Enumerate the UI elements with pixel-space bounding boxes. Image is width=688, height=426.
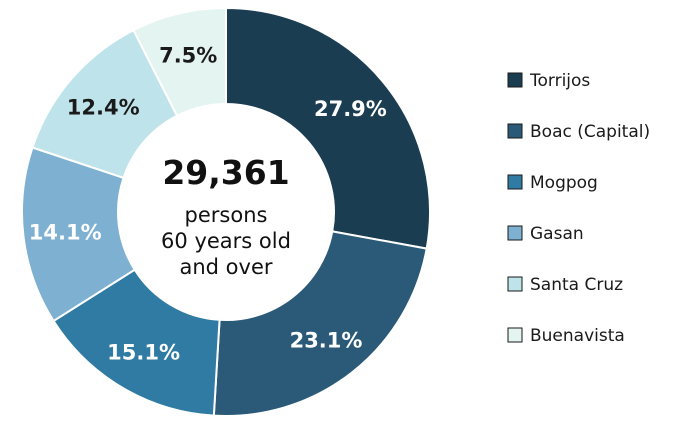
legend-swatch-mogpog [507, 174, 523, 190]
slice-label-santa-cruz: 12.4% [67, 95, 140, 119]
legend: Torrijos Boac (Capital) Mogpog Gasan Santa C… [507, 71, 650, 346]
legend-swatch-torrijos [507, 72, 523, 88]
center-total: 29,361 [162, 153, 289, 192]
legend-label-santa-cruz: Santa Cruz [530, 275, 623, 295]
legend-label-buenavista: Buenavista [530, 326, 625, 346]
donut-slices [21, 6, 431, 417]
center-line-3: and over [179, 255, 272, 279]
center-line-2: 60 years old [161, 229, 291, 253]
slice-label-buenavista: 7.5% [159, 43, 217, 67]
legend-swatch-gasan [507, 225, 523, 241]
legend-label-torrijos: Torrijos [529, 71, 590, 91]
slice-label-torrijos: 27.9% [314, 97, 387, 121]
slice-label-boac-capital: 23.1% [290, 328, 363, 352]
legend-label-boac-capital: Boac (Capital) [530, 122, 650, 142]
slice-label-mogpog: 15.1% [107, 340, 180, 364]
legend-swatch-santa-cruz [507, 276, 523, 292]
slice-label-gasan: 14.1% [29, 221, 102, 245]
center-hole [118, 104, 334, 320]
donut-center: 29,361 persons 60 years old and over [118, 104, 334, 320]
legend-label-mogpog: Mogpog [530, 173, 598, 193]
legend-swatch-buenavista [507, 327, 523, 343]
legend-swatch-boac-capital [507, 123, 523, 139]
center-line-1: persons [185, 203, 268, 227]
legend-label-gasan: Gasan [530, 224, 584, 244]
slice-value-labels: 27.9% 23.1% 15.1% 14.1% 12.4% 7.5% [29, 43, 387, 364]
